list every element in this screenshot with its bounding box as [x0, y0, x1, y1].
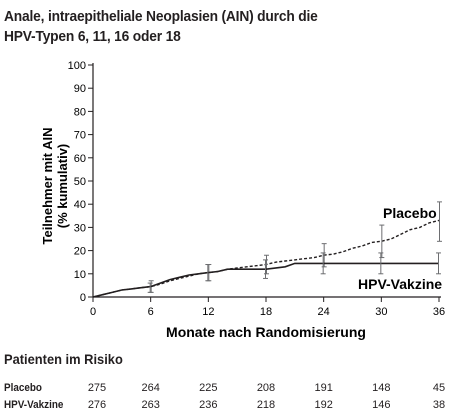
y-axis-label-line1: Teilnehmer mit AIN: [40, 127, 55, 244]
x-tick-label: 36: [433, 306, 445, 318]
risk-row-value: 38: [432, 399, 446, 411]
chart-title-line1: Anale, intraepitheliale Neoplasien (AIN)…: [4, 8, 318, 25]
x-tick-label: 0: [90, 306, 96, 318]
y-tick-label: 100: [68, 60, 86, 72]
x-tick-label: 12: [202, 306, 214, 318]
risk-table-title: Patienten im Risiko: [4, 351, 123, 367]
y-tick-label: 90: [74, 83, 86, 95]
error-bar-hpv-vakzine: [320, 252, 326, 275]
error-bar-hpv-vakzine: [378, 252, 384, 275]
risk-row-value: 45: [432, 382, 446, 394]
risk-row-label: HPV-Vakzine: [4, 399, 64, 411]
risk-row-value: 236: [199, 399, 218, 411]
y-tick-label: 70: [74, 130, 86, 142]
error-bar-placebo: [264, 254, 269, 275]
error-bar-hpv-vakzine: [436, 252, 441, 275]
error-bar-placebo: [437, 201, 442, 242]
y-axis-label-line2: (% kumulativ): [55, 144, 70, 229]
risk-row-value: 192: [314, 399, 333, 411]
risk-row-value: 191: [314, 382, 333, 394]
x-tick-label: 18: [260, 306, 272, 318]
series-label-placebo: Placebo: [383, 205, 437, 221]
x-tick-label: 24: [318, 306, 330, 318]
risk-row-value: 218: [256, 399, 276, 411]
risk-row-value: 275: [87, 382, 107, 394]
y-tick-label: 20: [74, 246, 86, 258]
y-tick-label: 80: [74, 106, 86, 118]
x-tick-label: 30: [375, 306, 387, 318]
error-bar-hpv-vakzine: [263, 259, 268, 279]
risk-row-value: 208: [256, 382, 276, 394]
error-bar-hpv-vakzine: [147, 282, 153, 293]
risk-row-value: 276: [87, 399, 107, 411]
x-tick-label: 6: [148, 306, 154, 318]
risk-row-label: Placebo: [4, 382, 42, 394]
y-tick-label: 60: [74, 153, 86, 165]
risk-row-value: 225: [199, 382, 218, 394]
risk-row-value: 148: [372, 382, 391, 394]
x-axis-label: Monate nach Randomisierung: [166, 324, 366, 340]
plot-area: 0 10 20 30 40 50 60 70 80 90 100 0 6 12 18 24 30 36 Teiln…: [40, 60, 445, 340]
y-tick-label: 0: [80, 292, 86, 304]
risk-row-value: 146: [372, 399, 391, 411]
risk-row-value: 264: [141, 382, 160, 394]
y-tick-label: 50: [74, 176, 86, 188]
risk-row-value: 263: [141, 399, 160, 411]
chart-title-line2: HPV-Typen 6, 11, 16 oder 18: [4, 28, 181, 45]
y-tick-label: 40: [74, 199, 86, 211]
series-label-vakzine: HPV-Vakzine: [358, 276, 442, 292]
y-tick-label: 10: [74, 269, 86, 281]
error-bar-hpv-vakzine: [205, 264, 211, 282]
error-bar-placebo: [379, 224, 385, 259]
y-tick-label: 30: [74, 222, 86, 234]
